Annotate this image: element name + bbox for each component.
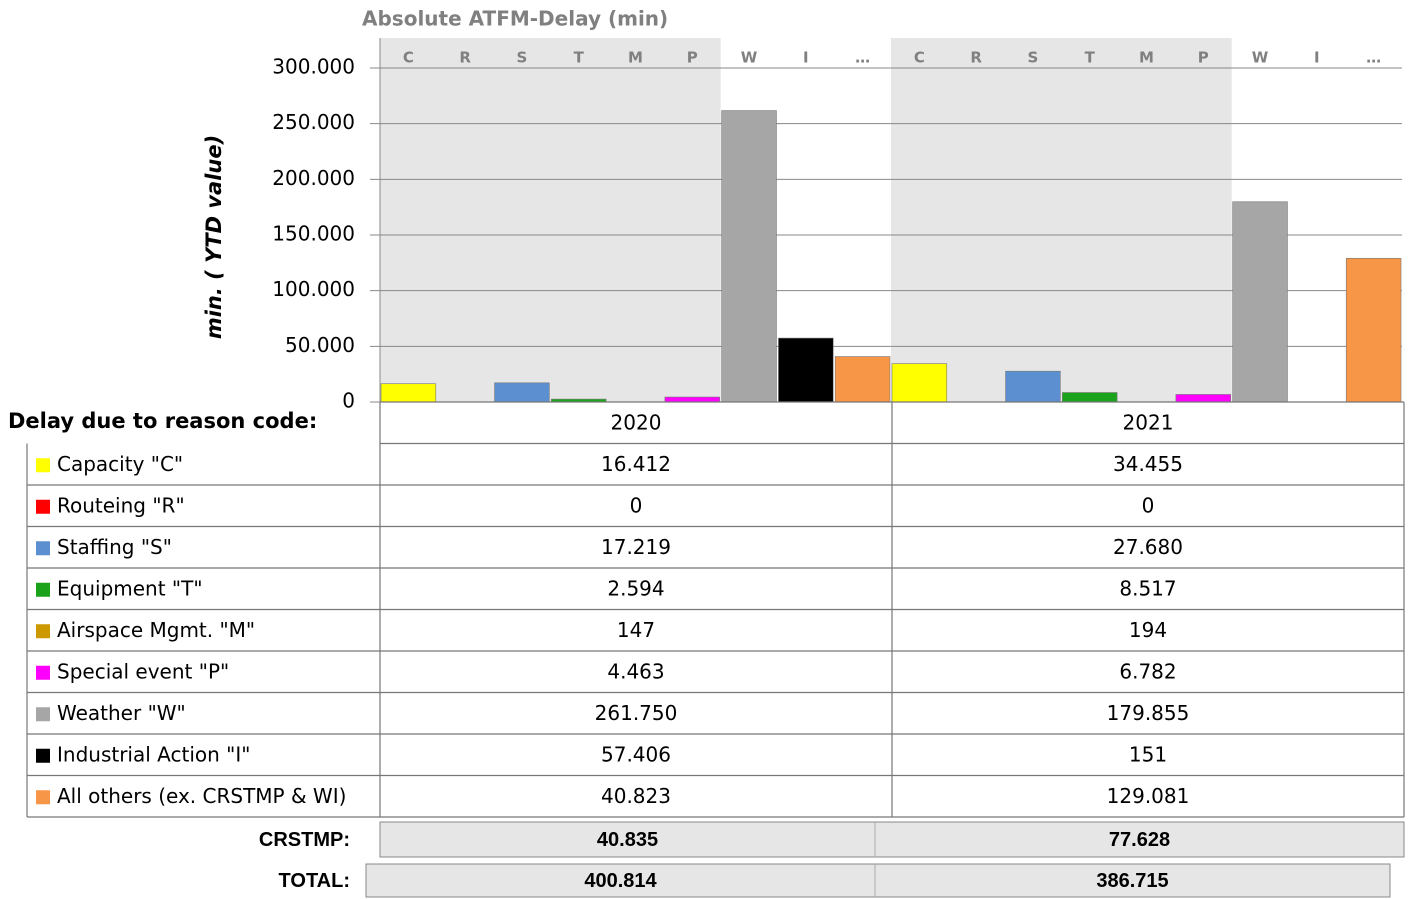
legend-label: Equipment "T" xyxy=(57,576,203,600)
bar xyxy=(891,363,948,403)
table-cell: 40.823 xyxy=(601,784,671,808)
table-cell: 179.855 xyxy=(1107,701,1190,725)
legend-label: All others (ex. CRSTMP & WI) xyxy=(57,784,346,808)
y-axis-label: min. ( YTD value) xyxy=(202,135,226,339)
table-cell: 4.463 xyxy=(607,659,664,683)
table-cell: 6.782 xyxy=(1119,659,1176,683)
code-label: W xyxy=(741,49,758,67)
legend-swatch xyxy=(36,790,50,805)
legend-swatch xyxy=(36,499,50,514)
legend-label: Staffing "S" xyxy=(57,535,172,559)
code-label: T xyxy=(574,49,585,67)
summary-value: 386.715 xyxy=(1096,870,1168,892)
legend-swatch xyxy=(36,707,50,722)
code-label: T xyxy=(1085,49,1096,67)
legend-swatch xyxy=(36,748,50,763)
legend-label: Weather "W" xyxy=(57,701,186,725)
legend-label: Airspace Mgmt. "M" xyxy=(57,618,255,642)
legend-swatch xyxy=(36,665,50,680)
table-cell: 147 xyxy=(617,618,655,642)
y-tick-label: 50.000 xyxy=(285,333,355,357)
summary-box xyxy=(365,863,1391,898)
legend-label: Capacity "C" xyxy=(57,452,183,476)
legend-swatch xyxy=(36,624,50,639)
bar xyxy=(1005,370,1061,403)
code-label: C xyxy=(403,49,414,67)
legend-swatch xyxy=(36,541,50,556)
table-cell: 2.594 xyxy=(607,576,664,600)
table-header: Delay due to reason code: xyxy=(8,409,317,433)
legend-swatch xyxy=(36,582,50,597)
table-cell: 151 xyxy=(1129,742,1167,766)
y-tick-label: 0 xyxy=(342,389,355,413)
table-cell: 17.219 xyxy=(601,535,671,559)
legend-label: Special event "P" xyxy=(57,659,229,683)
summary-label: CRSTMP: xyxy=(259,829,350,851)
code-label: C xyxy=(914,49,925,67)
table-cell: 34.455 xyxy=(1113,452,1183,476)
table-cell: 129.081 xyxy=(1107,784,1190,808)
legend-swatch xyxy=(36,458,50,473)
code-label: I xyxy=(1314,49,1320,67)
bar xyxy=(721,110,777,403)
band xyxy=(380,38,721,402)
bar xyxy=(1062,392,1118,403)
bar xyxy=(494,382,550,403)
bar xyxy=(1175,394,1231,403)
legend-label: Industrial Action "I" xyxy=(57,742,250,766)
code-label: P xyxy=(687,49,698,67)
column-header: 2020 xyxy=(611,410,662,434)
code-label: S xyxy=(517,49,528,67)
code-label: S xyxy=(1028,49,1039,67)
code-label: … xyxy=(855,49,870,67)
code-label: … xyxy=(1366,49,1381,67)
summary-label: TOTAL: xyxy=(279,870,350,892)
table-cell: 57.406 xyxy=(601,742,671,766)
table-cell: 8.517 xyxy=(1119,576,1176,600)
code-label: R xyxy=(459,49,471,67)
y-tick-label: 100.000 xyxy=(272,277,355,301)
bar xyxy=(664,396,720,403)
table-cell: 27.680 xyxy=(1113,535,1183,559)
bar xyxy=(1345,257,1402,403)
code-label: P xyxy=(1198,49,1209,67)
table-cell: 0 xyxy=(630,493,643,517)
code-label: I xyxy=(803,49,809,67)
chart-title: Absolute ATFM-Delay (min) xyxy=(362,7,668,31)
table-cell: 0 xyxy=(1142,493,1155,517)
summary-box xyxy=(379,821,1405,858)
column-header: 2021 xyxy=(1123,410,1174,434)
table-cell: 16.412 xyxy=(601,452,671,476)
bar xyxy=(778,337,834,403)
code-label: W xyxy=(1252,49,1269,67)
summary-value: 40.835 xyxy=(597,829,658,851)
summary-value: 400.814 xyxy=(584,870,657,892)
y-tick-label: 300.000 xyxy=(272,55,355,79)
code-label: R xyxy=(970,49,982,67)
bar xyxy=(1232,201,1288,403)
bar xyxy=(834,356,891,403)
band xyxy=(891,38,1232,402)
bar xyxy=(380,383,437,403)
table-cell: 194 xyxy=(1129,618,1167,642)
y-tick-label: 200.000 xyxy=(272,166,355,190)
code-label: M xyxy=(1139,49,1154,67)
table-cell: 261.750 xyxy=(595,701,678,725)
y-tick-label: 250.000 xyxy=(272,110,355,134)
legend-label: Routeing "R" xyxy=(57,493,185,517)
summary-value: 77.628 xyxy=(1109,829,1170,851)
y-tick-label: 150.000 xyxy=(272,222,355,246)
code-label: M xyxy=(628,49,643,67)
